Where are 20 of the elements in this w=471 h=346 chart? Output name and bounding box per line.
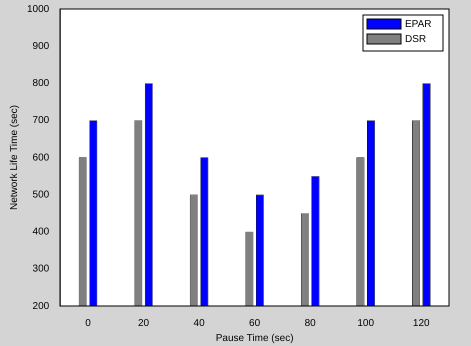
y-tick-label: 500 [32,189,50,200]
x-tick-label: 40 [194,318,206,329]
x-tick-label: 60 [249,318,261,329]
y-tick-label: 200 [32,300,50,312]
y-tick-label: 1000 [26,4,50,15]
x-tick-label: 80 [304,318,316,329]
x-tick-label: 0 [85,318,92,329]
y-axis-title: Network Life Time (sec) [8,104,20,210]
y-tick-label: 400 [32,226,50,238]
y-tick-label: 600 [32,152,50,164]
y-tick-label: 800 [32,78,50,89]
x-axis-title: Pause Time (sec) [216,332,294,344]
legend-label: DSR [405,34,426,45]
x-tick-label: 20 [138,318,150,329]
y-tick-label: 300 [32,264,50,275]
legend-label: EPAR [405,18,432,30]
y-tick-label: 700 [32,115,50,126]
y-tick-label: 900 [32,40,50,52]
x-tick-label: 120 [412,318,430,329]
x-tick-label: 100 [357,318,374,329]
